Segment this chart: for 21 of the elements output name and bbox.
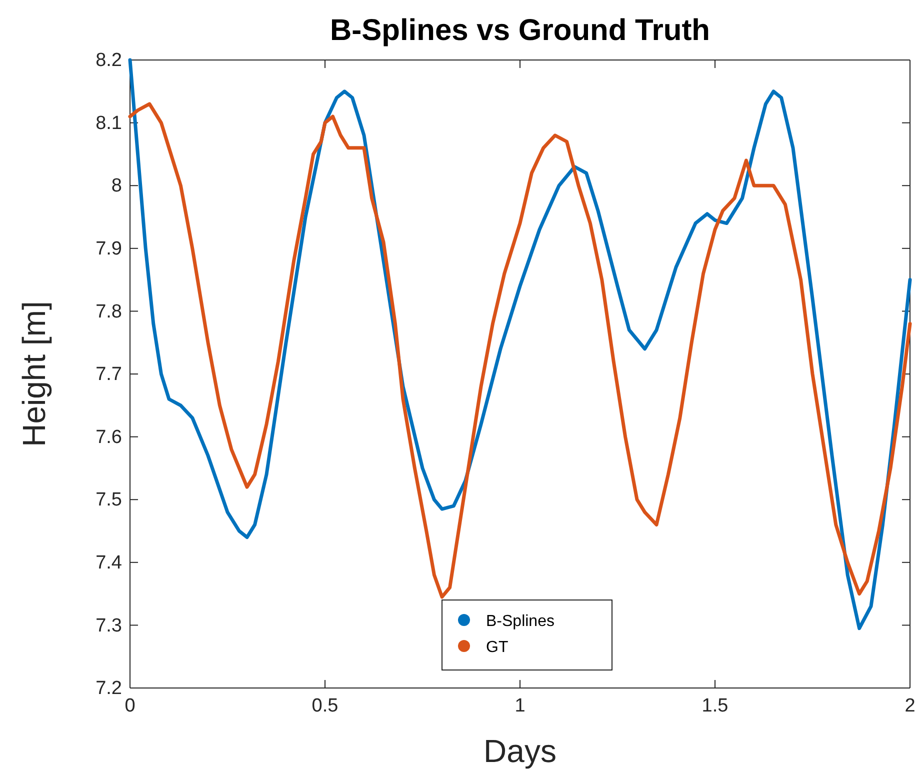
y-tick-label: 7.4 <box>96 552 122 574</box>
y-tick-label: 7.2 <box>96 678 122 700</box>
y-tick-label: 8.1 <box>96 112 122 134</box>
y-tick-label: 7.8 <box>96 301 122 322</box>
y-tick-label: 7.5 <box>96 490 122 511</box>
y-tick-label: 8 <box>111 176 122 197</box>
y-tick-label: 7.9 <box>96 238 122 260</box>
x-tick-label: 0.5 <box>312 695 338 716</box>
x-tick-label: 1 <box>514 695 526 716</box>
x-tick-label: 1.5 <box>702 695 728 716</box>
y-axis-title: Height [m] <box>16 301 52 447</box>
x-axis-title: Days <box>484 733 556 769</box>
y-tick-label: 7.6 <box>96 426 122 448</box>
legend-label: GT <box>486 639 508 656</box>
x-tick-label: 2 <box>904 695 916 716</box>
chart-title: B-Splines vs Ground Truth <box>330 14 710 47</box>
x-tick-label: 0 <box>124 695 136 716</box>
legend-label: B-Splines <box>486 613 554 630</box>
y-tick-label: 7.7 <box>96 364 122 386</box>
y-tick-label: 7.3 <box>96 615 122 636</box>
y-tick-label: 8.2 <box>96 50 122 72</box>
